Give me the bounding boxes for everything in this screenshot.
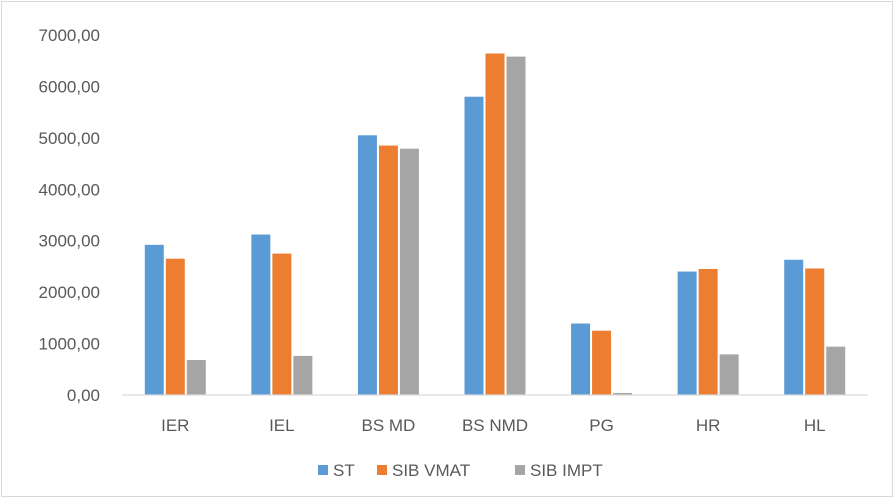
x-tick-label: HR (696, 416, 721, 435)
legend: ST SIB VMAT SIB IMPT (318, 461, 603, 480)
x-tick-label: BS NMD (462, 416, 528, 435)
legend-label: SIB IMPT (530, 461, 603, 480)
y-tick-label: 1000,00 (39, 335, 100, 354)
x-tick-label: BS MD (362, 416, 416, 435)
x-tick-label: PG (589, 416, 614, 435)
y-tick-label: 4000,00 (39, 180, 100, 199)
y-tick-label: 3000,00 (39, 232, 100, 251)
bar-series (144, 53, 846, 396)
bar-sib-vmat-hr (698, 269, 718, 395)
bar-st-pg (571, 323, 591, 395)
x-tick-label: HL (804, 416, 826, 435)
y-tick-label: 5000,00 (39, 129, 100, 148)
bar-sib-impt-hr (719, 354, 739, 395)
y-tick-label: 6000,00 (39, 77, 100, 96)
bar-sib-vmat-pg (592, 330, 612, 395)
bar-sib-vmat-iel (272, 253, 292, 395)
bar-sib-vmat-ier (165, 258, 185, 395)
bar-sib-impt-iel (293, 355, 313, 395)
bar-sib-impt-bs-nmd (506, 56, 526, 395)
y-tick-label: 0,00 (67, 386, 100, 405)
bar-sib-vmat-bs-md (378, 145, 398, 395)
bar-st-iel (251, 234, 271, 395)
bar-sib-vmat-bs-nmd (485, 53, 505, 396)
bar-sib-impt-hl (826, 346, 846, 395)
x-tick-label: IEL (269, 416, 295, 435)
legend-label: SIB VMAT (392, 461, 470, 480)
bar-st-hl (784, 259, 804, 395)
bar-st-bs-nmd (464, 96, 484, 395)
bar-sib-impt-ier (186, 360, 206, 395)
bar-sib-vmat-hl (805, 268, 825, 395)
bar-st-hr (677, 271, 697, 395)
x-axis-ticks: IER IEL BS MD BS NMD PG HR HL (161, 416, 825, 435)
y-tick-label: 2000,00 (39, 283, 100, 302)
legend-label: ST (333, 461, 355, 480)
bar-st-ier (144, 244, 164, 395)
bar-st-bs-md (357, 135, 377, 396)
legend-swatch (515, 465, 525, 475)
x-tick-label: IER (161, 416, 189, 435)
bar-sib-impt-bs-md (399, 148, 419, 395)
legend-swatch (377, 465, 387, 475)
bar-sib-impt-pg (613, 392, 633, 395)
legend-swatch (318, 465, 328, 475)
legend-item: ST (318, 461, 355, 480)
legend-item: SIB IMPT (515, 461, 603, 480)
y-tick-label: 7000,00 (39, 26, 100, 45)
legend-item: SIB VMAT (377, 461, 470, 480)
y-axis-ticks: 0,00 1000,00 2000,00 3000,00 4000,00 5000,00 6… (39, 26, 100, 405)
